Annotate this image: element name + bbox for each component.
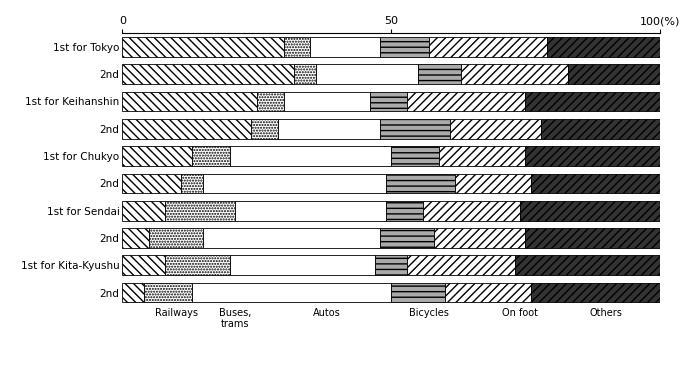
Text: Buses,
trams: Buses, trams	[219, 308, 252, 329]
Bar	[316, 64, 418, 84]
Bar	[530, 173, 660, 193]
Bar	[122, 255, 165, 275]
Text: Autos: Autos	[313, 308, 341, 318]
Bar	[530, 283, 660, 303]
Bar	[144, 283, 192, 303]
Bar	[450, 119, 541, 139]
Bar	[192, 283, 391, 303]
Bar	[434, 228, 525, 248]
Bar	[203, 228, 380, 248]
Bar	[278, 119, 380, 139]
Bar	[284, 92, 369, 111]
Bar	[423, 201, 520, 221]
Bar	[515, 255, 660, 275]
Bar	[568, 64, 660, 84]
Bar	[192, 146, 230, 166]
Bar	[122, 228, 149, 248]
Bar	[386, 201, 423, 221]
Bar	[439, 146, 526, 166]
Bar	[526, 228, 660, 248]
Bar	[526, 146, 660, 166]
Bar	[386, 173, 456, 193]
Bar	[526, 92, 660, 111]
Bar	[235, 201, 386, 221]
Bar	[165, 255, 230, 275]
Bar	[122, 283, 144, 303]
Bar	[380, 119, 450, 139]
Bar	[456, 173, 530, 193]
Bar	[520, 201, 660, 221]
Bar	[391, 283, 445, 303]
Text: Railways: Railways	[154, 308, 198, 318]
Bar	[122, 64, 294, 84]
Bar	[122, 119, 252, 139]
Bar	[380, 37, 428, 57]
Bar	[122, 173, 182, 193]
Bar	[149, 228, 203, 248]
Text: Others: Others	[590, 308, 622, 318]
Bar	[407, 92, 526, 111]
Text: Bicycles: Bicycles	[409, 308, 449, 318]
Bar	[294, 64, 316, 84]
Bar	[541, 119, 660, 139]
Bar	[122, 201, 165, 221]
Bar	[391, 146, 439, 166]
Bar	[380, 228, 434, 248]
Bar	[122, 92, 257, 111]
Bar	[165, 201, 235, 221]
Bar	[407, 255, 515, 275]
Bar	[461, 64, 568, 84]
Bar	[257, 92, 284, 111]
Bar	[547, 37, 660, 57]
Bar	[428, 37, 547, 57]
Bar	[252, 119, 278, 139]
Bar	[122, 37, 284, 57]
Bar	[284, 37, 310, 57]
Bar	[122, 146, 192, 166]
Bar	[445, 283, 530, 303]
Bar	[369, 92, 407, 111]
Bar	[230, 255, 375, 275]
Text: On foot: On foot	[502, 308, 538, 318]
Bar	[203, 173, 386, 193]
Bar	[230, 146, 391, 166]
Bar	[310, 37, 380, 57]
Bar	[418, 64, 461, 84]
Bar	[182, 173, 203, 193]
Bar	[375, 255, 407, 275]
